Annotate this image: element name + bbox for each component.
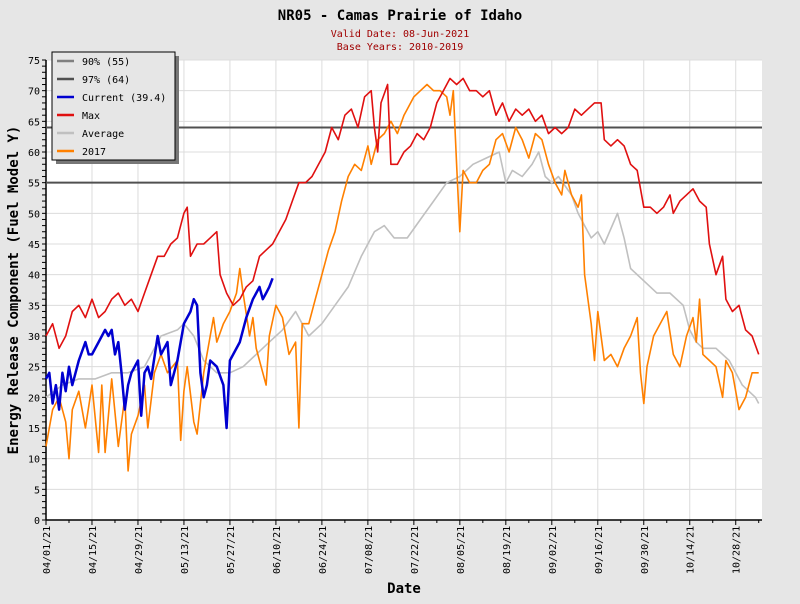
y-tick-label: 30 (28, 332, 40, 343)
x-tick-label: 10/14/21 (686, 526, 697, 574)
series-line-max (45, 77, 760, 355)
x-tick-label: 08/19/21 (502, 526, 513, 574)
x-tick-label: 09/02/21 (548, 526, 559, 574)
legend-label: 97% (64) (82, 75, 130, 86)
y-axis-label: Energy Release Component (Fuel Model Y) (6, 126, 22, 455)
x-tick-label: 08/05/21 (456, 526, 467, 574)
x-tick-label: 09/16/21 (594, 526, 605, 574)
y-tick-label: 20 (28, 393, 40, 404)
x-tick-label: 06/24/21 (318, 526, 329, 574)
chart-title: NR05 - Camas Prairie of Idaho (278, 8, 522, 24)
y-tick-label: 5 (34, 485, 40, 496)
legend-box (51, 51, 176, 161)
y-tick-label: 15 (28, 424, 40, 435)
x-tick-label: 07/22/21 (410, 526, 421, 574)
series-line-2017 (45, 83, 759, 472)
x-tick-label: 06/10/21 (272, 526, 283, 574)
y-tick-label: 75 (28, 56, 40, 67)
legend-label: Average (82, 129, 124, 140)
x-tick-label: 05/13/21 (180, 526, 191, 574)
legend-label: 2017 (82, 147, 106, 158)
y-tick-label: 40 (28, 271, 40, 282)
x-tick-label: 09/30/21 (640, 526, 651, 574)
legend: 90% (55) 97% (64) Current (39.4) Max Average… (51, 51, 179, 164)
y-tick-label: 0 (34, 516, 40, 527)
x-tick-label: 04/01/21 (42, 526, 53, 574)
y-tick-label: 70 (28, 87, 40, 98)
y-tick-label: 55 (28, 179, 40, 190)
y-tick-label: 45 (28, 240, 40, 251)
x-axis-label: Date (387, 581, 421, 597)
x-tick-label: 05/27/21 (226, 526, 237, 574)
x-tick-label: 07/08/21 (364, 526, 375, 574)
x-tick-label: 04/15/21 (88, 526, 99, 574)
y-tick-label: 65 (28, 117, 40, 128)
x-tick-label: 04/29/21 (134, 526, 145, 574)
y-tick-label: 60 (28, 148, 40, 159)
y-tick-label: 25 (28, 363, 40, 374)
y-tick-label: 35 (28, 301, 40, 312)
legend-label: Current (39.4) (82, 93, 166, 104)
chart-subtitle-base-years: Base Years: 2010-2019 (337, 42, 463, 53)
legend-label: Max (82, 111, 100, 122)
y-tick-label: 50 (28, 209, 40, 220)
series-line-current-39-4- (44, 277, 274, 430)
chart-subtitle-valid-date: Valid Date: 08-Jun-2021 (331, 29, 469, 40)
legend-label: 90% (55) (82, 57, 130, 68)
y-tick-label: 10 (28, 455, 40, 466)
x-tick-label: 10/28/21 (732, 526, 743, 574)
